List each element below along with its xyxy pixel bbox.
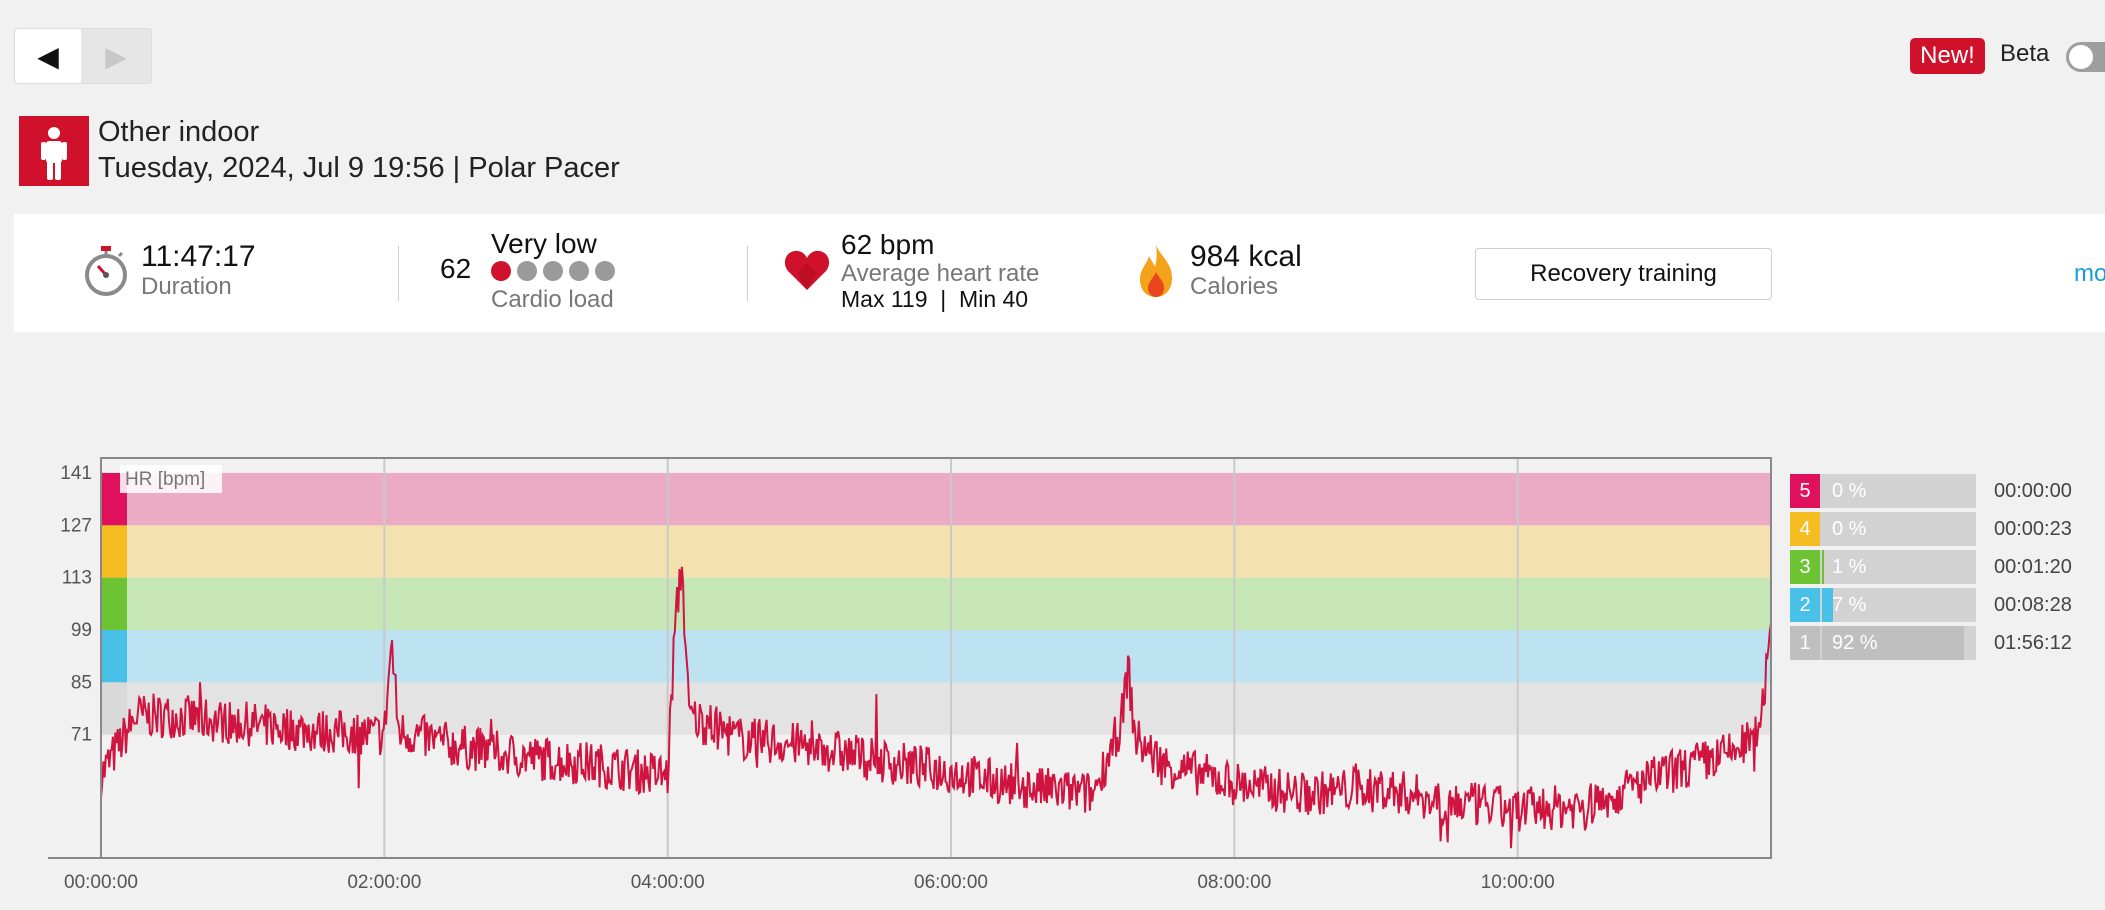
cardio-dot [595,261,615,281]
y-tick-label: 99 [71,620,92,641]
duration-label: Duration [141,273,232,300]
zone-number: 2 [1790,588,1820,622]
x-tick-label: 10:00:00 [1481,872,1555,893]
avg-hr-label: Average heart rate [841,260,1040,287]
cardio-dot [517,261,537,281]
zone-fill-bar [1822,626,1964,660]
zone-fill-bar [1822,550,1824,584]
divider [398,246,399,301]
zone-row: 1 92 % [1790,626,1976,660]
zone-time: 00:00:23 [1994,518,2072,540]
zone-time: 00:00:00 [1994,480,2072,502]
hr-zone-band [101,629,1771,683]
divider [747,246,748,301]
zone-time: 01:56:12 [1994,632,2072,654]
cardio-dot [569,261,589,281]
zone-number: 1 [1790,626,1820,660]
zone-fill-bar [1822,588,1833,622]
nav-button-group: ◀ ▶ [14,28,152,84]
zone-row: 5 0 % [1790,474,1976,508]
hr-zone-strip [102,629,127,683]
previous-button[interactable]: ◀ [15,29,81,83]
calories-value: 984 kcal [1190,240,1302,273]
zone-number: 3 [1790,550,1820,584]
training-benefit-button[interactable]: Recovery training [1475,248,1772,300]
x-tick-label: 00:00:00 [64,872,138,893]
series-label: HR [bpm] [125,469,205,490]
zone-number: 5 [1790,474,1820,508]
zone-row: 4 0 % [1790,512,1976,546]
cardio-dot-filled [491,261,511,281]
summary-bar [14,214,2105,332]
x-tick-label: 08:00:00 [1197,872,1271,893]
beta-toggle[interactable] [2066,42,2105,72]
y-axis-ticks: 141 127 113 99 85 71 [60,463,92,746]
avg-hr-value: 62 bpm [841,229,935,260]
hr-zone-strip [102,577,127,630]
cardio-load-level: Very low [491,228,597,259]
toggle-knob [2069,45,2093,69]
zone-percent: 1 % [1832,556,1867,578]
series-label-bg [120,465,222,493]
cardio-load-dots [491,261,621,281]
new-badge: New! [1910,38,1985,74]
y-tick-label: 127 [60,515,92,536]
zone-time: 00:08:28 [1994,594,2072,616]
hr-zone-bands [101,472,1771,735]
zone-number: 4 [1790,512,1820,546]
hr-zone-strip [102,525,127,578]
zone-percent: 7 % [1832,594,1867,616]
sport-name: Other indoor [98,116,260,148]
zone-row: 3 1 % [1790,550,1976,584]
y-tick-label: 85 [71,672,92,693]
flame-icon [1138,244,1174,303]
duration-value: 11:47:17 [141,240,256,273]
cardio-load-value: 62 [440,253,472,284]
x-tick-label: 02:00:00 [347,872,421,893]
zone-time: 00:01:20 [1994,556,2072,578]
x-tick-label: 04:00:00 [631,872,705,893]
zone-percent: 0 % [1832,518,1867,540]
calories-label: Calories [1190,273,1279,300]
hr-max-min: Max 119 | Min 40 [841,286,1029,312]
x-tick-label: 06:00:00 [914,872,988,893]
beta-label: Beta [2000,40,2050,67]
more-link[interactable]: mo [2074,260,2105,287]
hr-zone-band [101,472,1771,526]
zone-percent: 0 % [1832,480,1867,502]
y-tick-label: 141 [60,463,92,484]
hr-zone-band [101,525,1771,578]
cardio-dot [543,261,563,281]
person-icon [19,116,89,186]
x-axis-ticks: 00:00:00 02:00:00 04:00:00 06:00:00 08:00:00… [64,872,1555,893]
cardio-load-label: Cardio load [491,286,614,313]
zone-row: 2 7 % [1790,588,1976,622]
y-tick-label: 113 [62,568,92,589]
next-button[interactable]: ▶ [105,40,127,72]
hr-zone-band [101,577,1771,630]
hr-series-line [100,566,1772,849]
session-date-device: Tuesday, 2024, Jul 9 19:56 | Polar Pacer [98,152,620,184]
heart-icon [784,249,830,296]
y-tick-label: 71 [71,725,92,746]
zone-percent: 92 % [1832,632,1878,654]
stopwatch-icon [82,246,130,303]
hr-chart: 141 127 113 99 85 71 00:00:00 02:00:00 04:00:00… [48,457,1772,893]
hr-zone-strips [102,472,127,735]
